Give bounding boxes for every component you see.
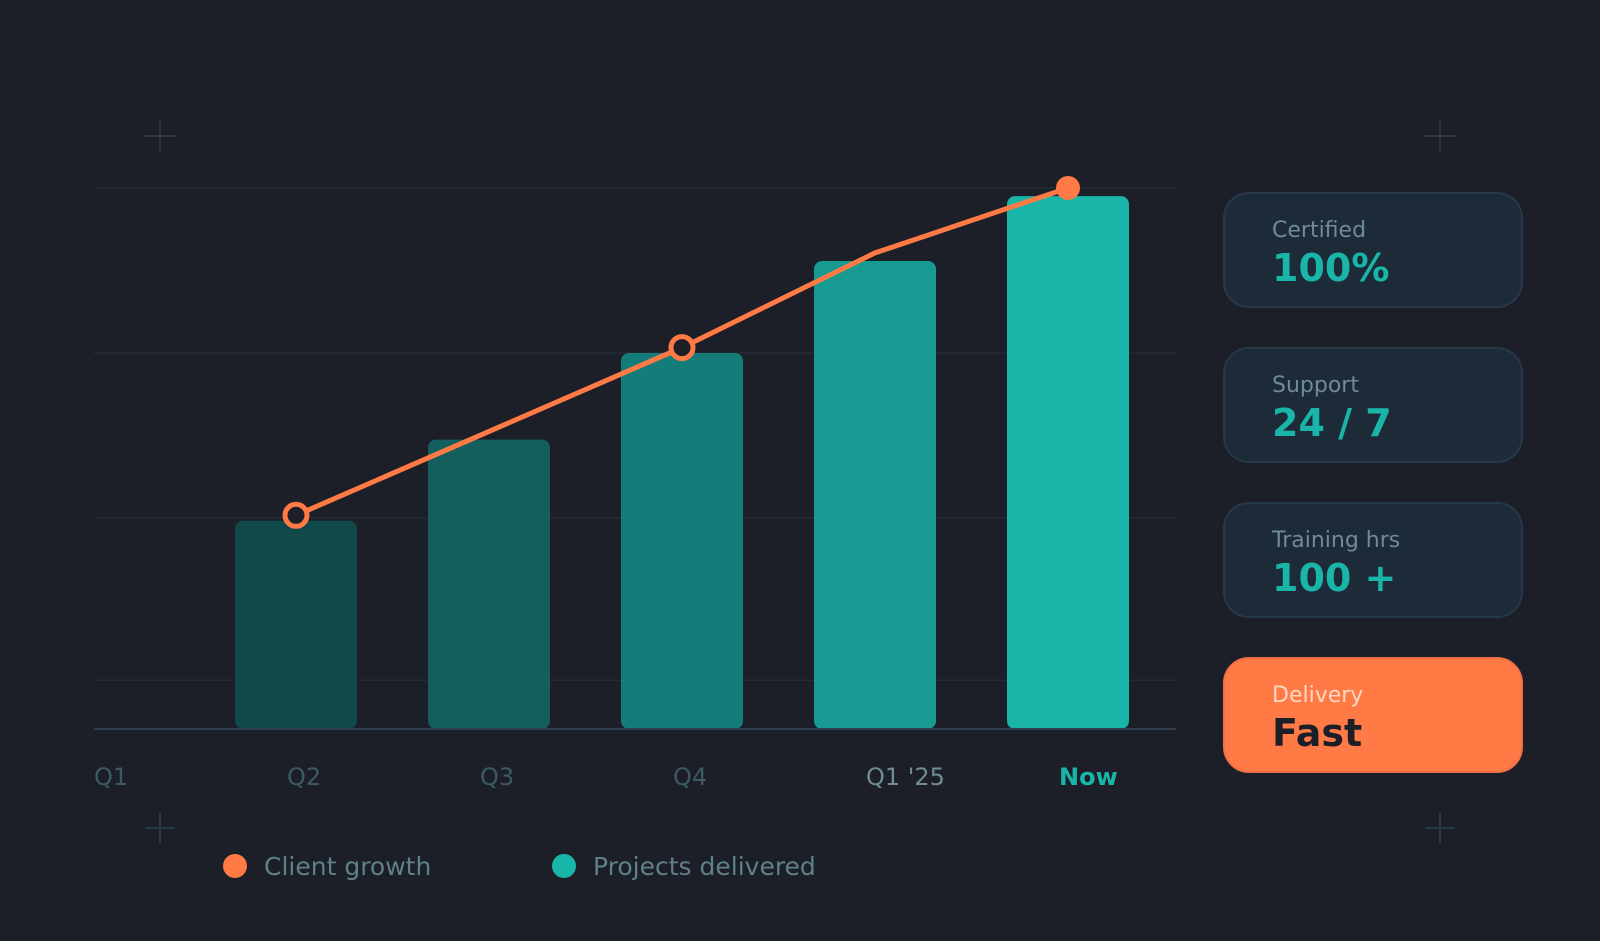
bar	[428, 439, 550, 729]
x-tick-label: Q1 '25	[866, 763, 945, 791]
chart-legend: Client growth Projects delivered	[223, 852, 816, 881]
bar	[621, 353, 743, 729]
legend-label: Projects delivered	[593, 852, 816, 881]
plus-icon	[145, 121, 175, 151]
legend-swatch	[223, 854, 247, 878]
stat-value: 24 / 7	[1272, 401, 1392, 445]
legend-item: Client growth	[223, 852, 431, 881]
stat-card-support: Support 24 / 7	[1223, 347, 1523, 463]
line-series-client-growth	[282, 176, 1080, 529]
bar-series-projects-delivered	[235, 196, 1129, 730]
line-point-marker	[282, 501, 310, 529]
stat-label: Certified	[1272, 218, 1367, 243]
line-point-marker	[1056, 176, 1080, 200]
x-axis-ticks: Q1 Q2 Q3 Q4 Q1 '25 Now	[94, 763, 1118, 791]
plus-icon	[145, 813, 175, 843]
legend-swatch	[552, 854, 576, 878]
x-tick-label: Q3	[480, 763, 514, 791]
bar	[814, 261, 936, 729]
bar	[1007, 196, 1129, 730]
x-tick-label: Q4	[673, 763, 707, 791]
line-point-marker	[668, 334, 696, 362]
stat-label: Delivery	[1272, 683, 1364, 708]
stat-card-certified: Certified 100%	[1223, 192, 1523, 308]
plus-icon	[1425, 813, 1455, 843]
plus-icon	[1425, 121, 1455, 151]
stat-label: Training hrs	[1272, 528, 1401, 553]
stat-card-training: Training hrs 100 +	[1223, 502, 1523, 618]
x-tick-label: Q1	[94, 763, 128, 791]
stat-value: 100 +	[1272, 556, 1397, 600]
bar	[235, 520, 357, 729]
stat-label: Support	[1272, 373, 1359, 398]
x-tick-label: Now	[1059, 763, 1118, 791]
stat-card-delivery: Delivery Fast	[1223, 657, 1523, 773]
legend-label: Client growth	[264, 852, 431, 881]
x-tick-label: Q2	[287, 763, 321, 791]
stat-value: Fast	[1272, 711, 1363, 755]
corner-decorations	[145, 121, 1455, 843]
legend-item: Projects delivered	[552, 852, 816, 881]
stat-value: 100%	[1272, 246, 1390, 290]
